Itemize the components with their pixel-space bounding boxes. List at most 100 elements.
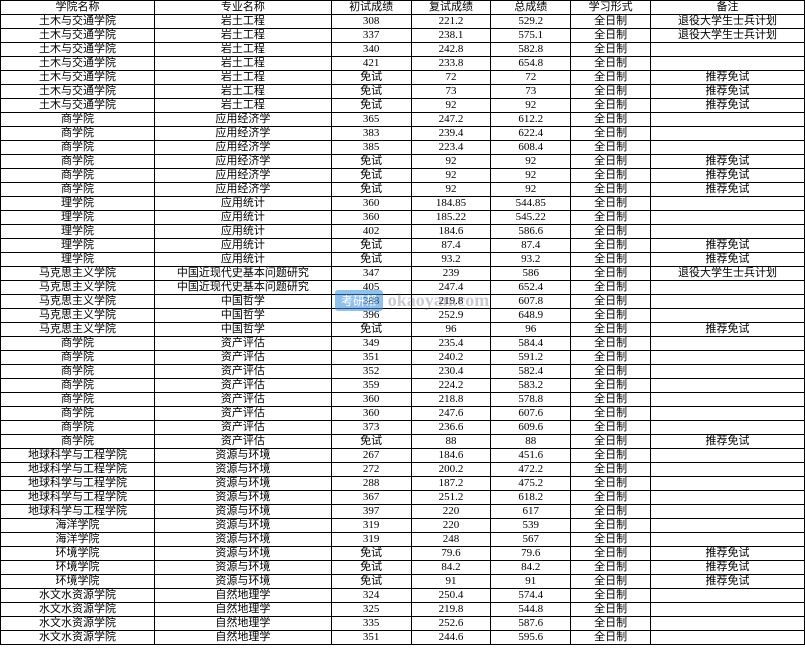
table-cell: 地球科学与工程学院	[1, 449, 155, 463]
table-cell: 全日制	[571, 183, 651, 197]
table-row: 商学院应用经济学免试9292全日制推荐免试	[1, 155, 805, 169]
table-cell: 免试	[331, 561, 411, 575]
table-cell: 土木与交通学院	[1, 71, 155, 85]
table-cell: 583.2	[491, 379, 571, 393]
table-cell: 商学院	[1, 155, 155, 169]
table-cell: 理学院	[1, 253, 155, 267]
table-cell: 335	[331, 617, 411, 631]
table-cell: 理学院	[1, 225, 155, 239]
table-cell: 岩土工程	[154, 71, 331, 85]
table-cell: 全日制	[571, 337, 651, 351]
table-cell: 中国哲学	[154, 309, 331, 323]
table-cell: 全日制	[571, 421, 651, 435]
table-row: 土木与交通学院岩土工程421233.8654.8全日制	[1, 57, 805, 71]
table-row: 环境学院资源与环境免试9191全日制推荐免试	[1, 575, 805, 589]
table-cell: 海洋学院	[1, 533, 155, 547]
table-cell: 应用统计	[154, 253, 331, 267]
table-cell: 免试	[331, 253, 411, 267]
table-cell: 385	[331, 141, 411, 155]
table-cell: 544.85	[491, 197, 571, 211]
table-cell	[651, 211, 805, 225]
table-cell: 全日制	[571, 393, 651, 407]
table-row: 商学院资产评估349235.4584.4全日制	[1, 337, 805, 351]
table-cell	[651, 505, 805, 519]
table-cell: 609.6	[491, 421, 571, 435]
table-cell: 92	[411, 155, 491, 169]
table-cell: 236.6	[411, 421, 491, 435]
table-row: 土木与交通学院岩土工程免试7373全日制推荐免试	[1, 85, 805, 99]
table-cell: 退役大学生士兵计划	[651, 29, 805, 43]
table-cell: 587.6	[491, 617, 571, 631]
table-cell: 272	[331, 463, 411, 477]
table-cell: 全日制	[571, 519, 651, 533]
table-row: 商学院资产评估359224.2583.2全日制	[1, 379, 805, 393]
table-cell: 推荐免试	[651, 169, 805, 183]
table-cell: 184.6	[411, 225, 491, 239]
table-cell: 218.8	[411, 393, 491, 407]
table-cell: 自然地理学	[154, 631, 331, 645]
table-cell: 全日制	[571, 253, 651, 267]
table-cell: 土木与交通学院	[1, 15, 155, 29]
table-cell: 352	[331, 365, 411, 379]
table-cell: 230.4	[411, 365, 491, 379]
table-cell: 451.6	[491, 449, 571, 463]
table-cell: 351	[331, 351, 411, 365]
table-cell	[651, 603, 805, 617]
table-cell: 推荐免试	[651, 253, 805, 267]
table-cell: 184.6	[411, 449, 491, 463]
table-cell: 88	[411, 435, 491, 449]
table-cell: 92	[491, 155, 571, 169]
table-cell: 商学院	[1, 183, 155, 197]
table-cell	[651, 533, 805, 547]
table-cell: 推荐免试	[651, 323, 805, 337]
table-cell: 商学院	[1, 435, 155, 449]
table-cell: 土木与交通学院	[1, 29, 155, 43]
table-row: 土木与交通学院岩土工程308221.2529.2全日制退役大学生士兵计划	[1, 15, 805, 29]
table-cell: 567	[491, 533, 571, 547]
table-cell: 商学院	[1, 169, 155, 183]
table-cell: 全日制	[571, 547, 651, 561]
table-cell: 自然地理学	[154, 617, 331, 631]
table-cell: 360	[331, 393, 411, 407]
table-cell: 248	[411, 533, 491, 547]
table-cell: 373	[331, 421, 411, 435]
table-cell: 187.2	[411, 477, 491, 491]
table-row: 马克思主义学院中国哲学免试9696全日制推荐免试	[1, 323, 805, 337]
table-cell: 383	[331, 127, 411, 141]
col-header-score2: 复试成绩	[411, 1, 491, 15]
table-cell: 250.4	[411, 589, 491, 603]
table-cell: 地球科学与工程学院	[1, 477, 155, 491]
table-cell: 应用经济学	[154, 169, 331, 183]
table-cell: 93.2	[411, 253, 491, 267]
table-row: 商学院应用经济学383239.4622.4全日制	[1, 127, 805, 141]
table-cell: 全日制	[571, 589, 651, 603]
table-cell: 全日制	[571, 295, 651, 309]
table-cell: 全日制	[571, 197, 651, 211]
table-row: 理学院应用统计免试87.487.4全日制推荐免试	[1, 239, 805, 253]
table-cell: 405	[331, 281, 411, 295]
col-header-major: 专业名称	[154, 1, 331, 15]
table-cell: 184.85	[411, 197, 491, 211]
table-cell: 359	[331, 379, 411, 393]
table-cell: 92	[491, 169, 571, 183]
table-cell: 水文水资源学院	[1, 603, 155, 617]
table-cell: 240.2	[411, 351, 491, 365]
table-cell: 91	[491, 575, 571, 589]
table-row: 水文水资源学院自然地理学335252.6587.6全日制	[1, 617, 805, 631]
table-cell: 388	[331, 295, 411, 309]
table-cell: 免试	[331, 85, 411, 99]
admission-table: 学院名称 专业名称 初试成绩 复试成绩 总成绩 学习形式 备注 土木与交通学院岩…	[0, 0, 805, 645]
table-cell: 地球科学与工程学院	[1, 463, 155, 477]
table-cell: 马克思主义学院	[1, 323, 155, 337]
table-cell: 84.2	[491, 561, 571, 575]
table-cell: 472.2	[491, 463, 571, 477]
table-cell: 全日制	[571, 57, 651, 71]
table-cell: 全日制	[571, 477, 651, 491]
table-cell: 267	[331, 449, 411, 463]
table-cell: 238.1	[411, 29, 491, 43]
table-cell: 免试	[331, 547, 411, 561]
table-cell: 全日制	[571, 449, 651, 463]
table-cell: 648.9	[491, 309, 571, 323]
table-cell: 96	[491, 323, 571, 337]
table-cell: 全日制	[571, 267, 651, 281]
